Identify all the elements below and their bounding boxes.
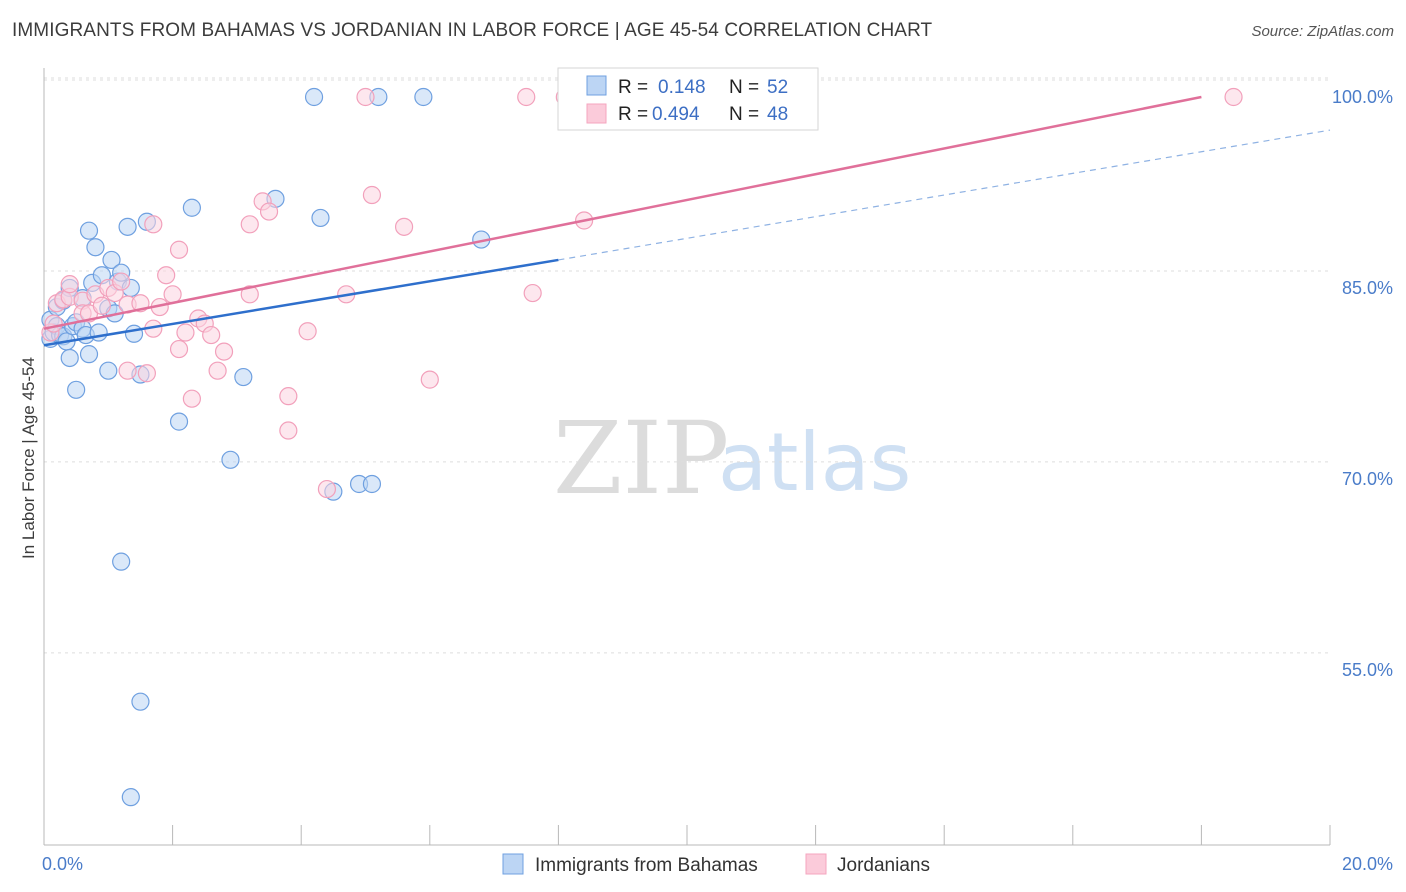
jordanians-point-38 [298, 322, 317, 341]
bahamas-point-18 [79, 345, 99, 364]
x-ticks [43, 825, 1331, 845]
jordanians-point-15 [118, 361, 137, 380]
bottom-legend-label-bahamas: Immigrants from Bahamas [535, 855, 758, 876]
bahamas-point-31 [124, 324, 144, 343]
y-tick-labels: 55.0% 70.0% 85.0% 100.0% [1332, 87, 1393, 680]
bahamas-point-48 [414, 87, 433, 107]
jordanians-point-36 [279, 387, 298, 406]
jordanians-point-23 [169, 240, 189, 259]
jordanians-point-31 [214, 342, 234, 361]
jordanians-point-13 [112, 272, 131, 291]
jordanians-point-25 [176, 323, 195, 342]
jordanians-point-22 [163, 285, 182, 304]
bahamas-point-21 [89, 323, 108, 342]
legend-n-value-jordanians: 48 [767, 104, 788, 125]
bahamas-point-42 [304, 87, 324, 107]
trend-line-bahamas-extension [558, 129, 1331, 261]
y-axis-label: In Labor Force | Age 45-54 [19, 357, 38, 559]
legend-r-label-jordanians: R = [618, 104, 648, 125]
chart-source: Source: ZipAtlas.com [1251, 23, 1394, 40]
trend-lines [43, 95, 1331, 347]
bahamas-point-20 [86, 238, 105, 257]
x-tick-label-min: 0.0% [42, 854, 83, 874]
y-tick-label-85: 85.0% [1342, 278, 1393, 298]
jordanians-point-5 [60, 275, 79, 294]
bahamas-point-12 [67, 380, 86, 399]
bahamas-point-25 [102, 250, 121, 270]
legend-swatch-bahamas [586, 75, 607, 96]
bahamas-point-36 [121, 788, 140, 807]
legend-r-label-bahamas: R = [618, 77, 648, 98]
jordanians-point-29 [202, 325, 221, 345]
watermark-zip: ZIP [553, 400, 729, 517]
bahamas-point-46 [362, 474, 382, 494]
legend-r-value-jordanians: 0.494 [652, 104, 700, 125]
series-legend: Immigrants from Bahamas Jordanians [502, 853, 930, 876]
jordanians-point-37 [279, 421, 298, 440]
legend-n-label-bahamas: N = [729, 77, 759, 98]
bahamas-point-38 [182, 198, 201, 217]
bahamas-point-23 [99, 361, 118, 380]
jordanians-point-35 [259, 202, 279, 221]
trend-line-jordanians [43, 95, 1202, 330]
jordanians-point-21 [157, 266, 176, 285]
legend-r-value-bahamas: 0.148 [658, 77, 706, 98]
bottom-legend-swatch-jordanians [805, 853, 827, 875]
jordanians-point-41 [356, 87, 375, 107]
watermark-atlas: atlas [718, 416, 911, 509]
bahamas-point-10 [60, 348, 79, 368]
bahamas-point-17 [79, 221, 99, 240]
jordanians-point-10 [92, 296, 111, 315]
jordanians-point-39 [317, 479, 337, 499]
legend-swatch-jordanians [586, 103, 607, 124]
jordanians-point-43 [394, 217, 414, 236]
bahamas-point-35 [131, 692, 150, 711]
jordanians-point-42 [362, 185, 382, 205]
y-tick-label-100: 100.0% [1332, 87, 1393, 107]
legend-n-value-bahamas: 52 [767, 77, 788, 98]
bottom-legend-swatch-bahamas [502, 853, 524, 875]
legend-n-label-jordanians: N = [729, 104, 759, 125]
jordanians-point-1 [44, 314, 63, 333]
jordanians-point-46 [523, 283, 542, 303]
jordanians-point-33 [240, 215, 259, 234]
jordanians-point-24 [169, 339, 189, 359]
jordanians-point-45 [517, 87, 536, 107]
bottom-legend-label-jordanians: Jordanians [837, 855, 930, 876]
y-tick-label-70: 70.0% [1342, 469, 1393, 489]
bahamas-point-29 [118, 217, 137, 236]
trend-line-bahamas [43, 258, 559, 347]
bahamas-point-40 [234, 367, 253, 387]
grid-lines [44, 77, 1330, 654]
jordanians-point-32 [240, 285, 259, 304]
correlation-legend: R = 0.148 N = 52 R = 0.494 N = 48 [557, 67, 819, 131]
jordanians-point-49 [1224, 87, 1243, 107]
bahamas-point-43 [311, 208, 330, 228]
bahamas-point-37 [169, 412, 189, 431]
chart-title: IMMIGRANTS FROM BAHAMAS VS JORDANIAN IN … [12, 20, 933, 41]
jordanians-point-26 [182, 389, 201, 408]
jordanians-point-30 [208, 361, 227, 380]
jordanians-point-17 [137, 364, 156, 383]
y-tick-label-55: 55.0% [1342, 660, 1393, 680]
bahamas-point-34 [112, 552, 131, 571]
jordanians-point-44 [420, 370, 439, 389]
bahamas-point-39 [221, 450, 240, 469]
x-tick-label-max: 20.0% [1342, 854, 1393, 874]
jordanians-point-19 [144, 215, 163, 234]
